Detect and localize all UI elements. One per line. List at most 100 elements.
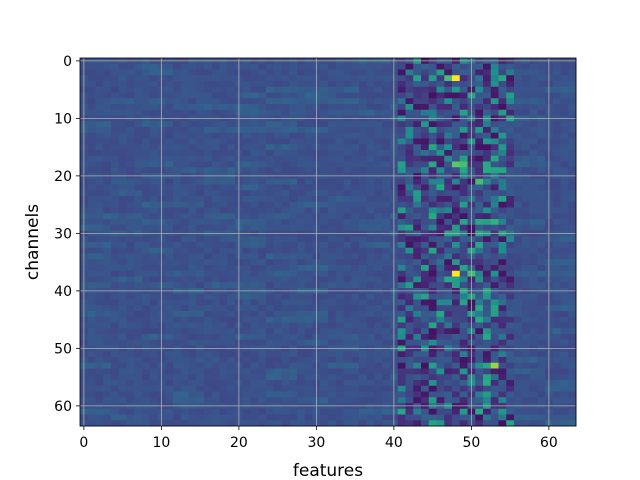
heatmap-cell bbox=[95, 311, 104, 318]
heatmap-cell bbox=[452, 265, 461, 272]
heatmap-cell bbox=[250, 92, 259, 99]
heatmap-cell bbox=[436, 391, 445, 398]
heatmap-cell bbox=[180, 380, 189, 387]
heatmap-cell bbox=[514, 132, 523, 139]
heatmap-cell bbox=[436, 385, 445, 392]
heatmap-cell bbox=[444, 161, 453, 168]
heatmap-cell bbox=[250, 299, 259, 306]
heatmap-cell bbox=[560, 132, 569, 139]
heatmap-cell bbox=[436, 236, 445, 243]
heatmap-cell bbox=[506, 420, 515, 427]
heatmap-cell bbox=[126, 92, 135, 99]
heatmap-cell bbox=[273, 196, 282, 203]
heatmap-cell bbox=[173, 213, 182, 220]
heatmap-cell bbox=[514, 282, 523, 289]
heatmap-cell bbox=[490, 132, 499, 139]
heatmap-cell bbox=[95, 178, 104, 185]
heatmap-cell bbox=[118, 385, 127, 392]
heatmap-cell bbox=[304, 339, 313, 346]
heatmap-cell bbox=[87, 265, 96, 272]
heatmap-cell bbox=[351, 259, 360, 266]
heatmap-cell bbox=[444, 276, 453, 283]
heatmap-cell bbox=[475, 167, 484, 174]
heatmap-cell bbox=[335, 213, 344, 220]
heatmap-cell bbox=[180, 276, 189, 283]
heatmap-cell bbox=[289, 138, 298, 145]
heatmap-cell bbox=[103, 305, 112, 312]
heatmap-cell bbox=[273, 328, 282, 335]
heatmap-cell bbox=[320, 391, 329, 398]
heatmap-cell bbox=[111, 339, 120, 346]
heatmap-cell bbox=[211, 219, 220, 226]
heatmap-cell bbox=[196, 334, 205, 341]
heatmap-cell bbox=[134, 213, 143, 220]
heatmap-cell bbox=[552, 138, 561, 145]
heatmap-cell bbox=[568, 167, 577, 174]
heatmap-cell bbox=[552, 282, 561, 289]
heatmap-cell bbox=[529, 109, 538, 116]
heatmap-cell bbox=[219, 385, 228, 392]
heatmap-cell bbox=[95, 282, 104, 289]
heatmap-cell bbox=[165, 236, 174, 243]
heatmap-cell bbox=[250, 150, 259, 157]
heatmap-cell bbox=[180, 178, 189, 185]
heatmap-cell bbox=[444, 86, 453, 93]
heatmap-cell bbox=[374, 121, 383, 128]
heatmap-cell bbox=[483, 150, 492, 157]
heatmap-cell bbox=[568, 201, 577, 208]
heatmap-cell bbox=[444, 362, 453, 369]
heatmap-cell bbox=[359, 385, 368, 392]
heatmap-cell bbox=[529, 420, 538, 427]
heatmap-cell bbox=[180, 293, 189, 300]
heatmap-cell bbox=[103, 276, 112, 283]
heatmap-cell bbox=[382, 167, 391, 174]
heatmap-cell bbox=[180, 339, 189, 346]
heatmap-cell bbox=[258, 242, 267, 249]
heatmap-cell bbox=[506, 293, 515, 300]
heatmap-cell bbox=[188, 75, 197, 82]
heatmap-cell bbox=[103, 334, 112, 341]
heatmap-cell bbox=[374, 127, 383, 134]
heatmap-cell bbox=[173, 408, 182, 415]
heatmap-cell bbox=[397, 408, 406, 415]
heatmap-cell bbox=[320, 282, 329, 289]
heatmap-cell bbox=[397, 150, 406, 157]
heatmap-cell bbox=[428, 408, 437, 415]
heatmap-cell bbox=[204, 391, 213, 398]
heatmap-cell bbox=[335, 75, 344, 82]
heatmap-cell bbox=[126, 374, 135, 381]
heatmap-cell bbox=[304, 328, 313, 335]
heatmap-cell bbox=[506, 127, 515, 134]
heatmap-cell bbox=[335, 351, 344, 358]
heatmap-cell bbox=[436, 305, 445, 312]
heatmap-cell bbox=[297, 196, 306, 203]
heatmap-cell bbox=[204, 86, 213, 93]
heatmap-cell bbox=[413, 282, 422, 289]
heatmap-cell bbox=[204, 282, 213, 289]
heatmap-cell bbox=[134, 265, 143, 272]
heatmap-cell bbox=[149, 397, 158, 404]
heatmap-cell bbox=[95, 420, 104, 427]
heatmap-cell bbox=[529, 150, 538, 157]
heatmap-cell bbox=[258, 184, 267, 191]
heatmap-cell bbox=[273, 184, 282, 191]
heatmap-cell bbox=[366, 138, 375, 145]
heatmap-cell bbox=[227, 132, 236, 139]
heatmap-cell bbox=[483, 391, 492, 398]
heatmap-cell bbox=[103, 328, 112, 335]
heatmap-cell bbox=[382, 391, 391, 398]
heatmap-cell bbox=[374, 391, 383, 398]
heatmap-cell bbox=[204, 408, 213, 415]
heatmap-cell bbox=[297, 293, 306, 300]
heatmap-cell bbox=[204, 207, 213, 214]
heatmap-cell bbox=[374, 75, 383, 82]
heatmap-cell bbox=[351, 178, 360, 185]
heatmap-cell bbox=[452, 184, 461, 191]
heatmap-cell bbox=[498, 408, 507, 415]
heatmap-cell bbox=[483, 219, 492, 226]
heatmap-cell bbox=[118, 167, 127, 174]
heatmap-cell bbox=[103, 299, 112, 306]
heatmap-cell bbox=[289, 109, 298, 116]
heatmap-cell bbox=[444, 311, 453, 318]
heatmap-cell bbox=[273, 127, 282, 134]
